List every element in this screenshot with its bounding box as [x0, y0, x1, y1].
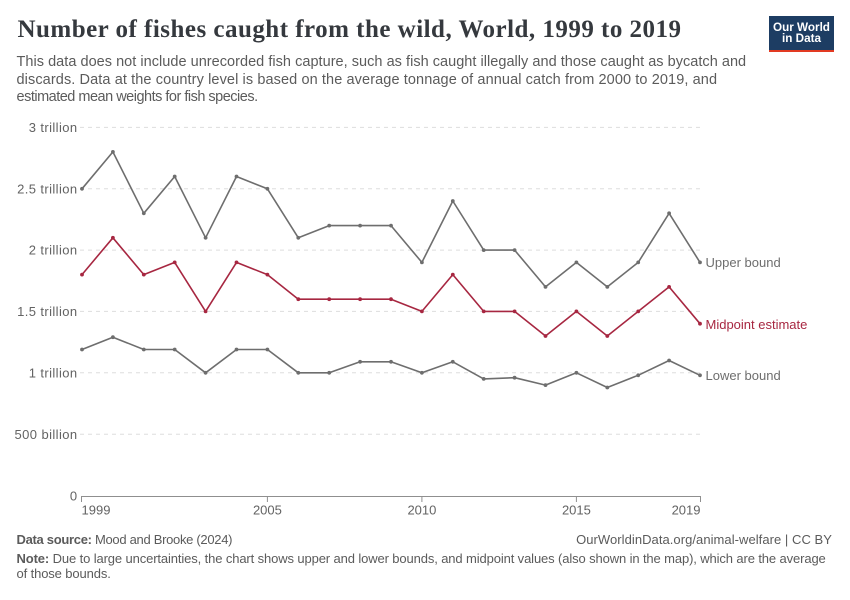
svg-text:0: 0 — [70, 488, 78, 503]
svg-text:2015: 2015 — [562, 502, 591, 517]
svg-text:Midpoint estimate: Midpoint estimate — [706, 317, 808, 332]
svg-text:2005: 2005 — [253, 502, 282, 517]
svg-text:1.5 trillion: 1.5 trillion — [17, 304, 77, 319]
svg-text:2010: 2010 — [407, 502, 436, 517]
svg-text:1 trillion: 1 trillion — [29, 365, 78, 380]
svg-text:Lower bound: Lower bound — [706, 368, 781, 383]
svg-text:3 trillion: 3 trillion — [29, 120, 78, 135]
svg-text:1999: 1999 — [82, 502, 111, 517]
svg-text:2.5 trillion: 2.5 trillion — [17, 181, 77, 196]
svg-text:2019: 2019 — [672, 502, 701, 517]
svg-text:2 trillion: 2 trillion — [29, 243, 78, 258]
svg-text:500 billion: 500 billion — [15, 427, 78, 442]
svg-text:Upper bound: Upper bound — [706, 255, 781, 270]
